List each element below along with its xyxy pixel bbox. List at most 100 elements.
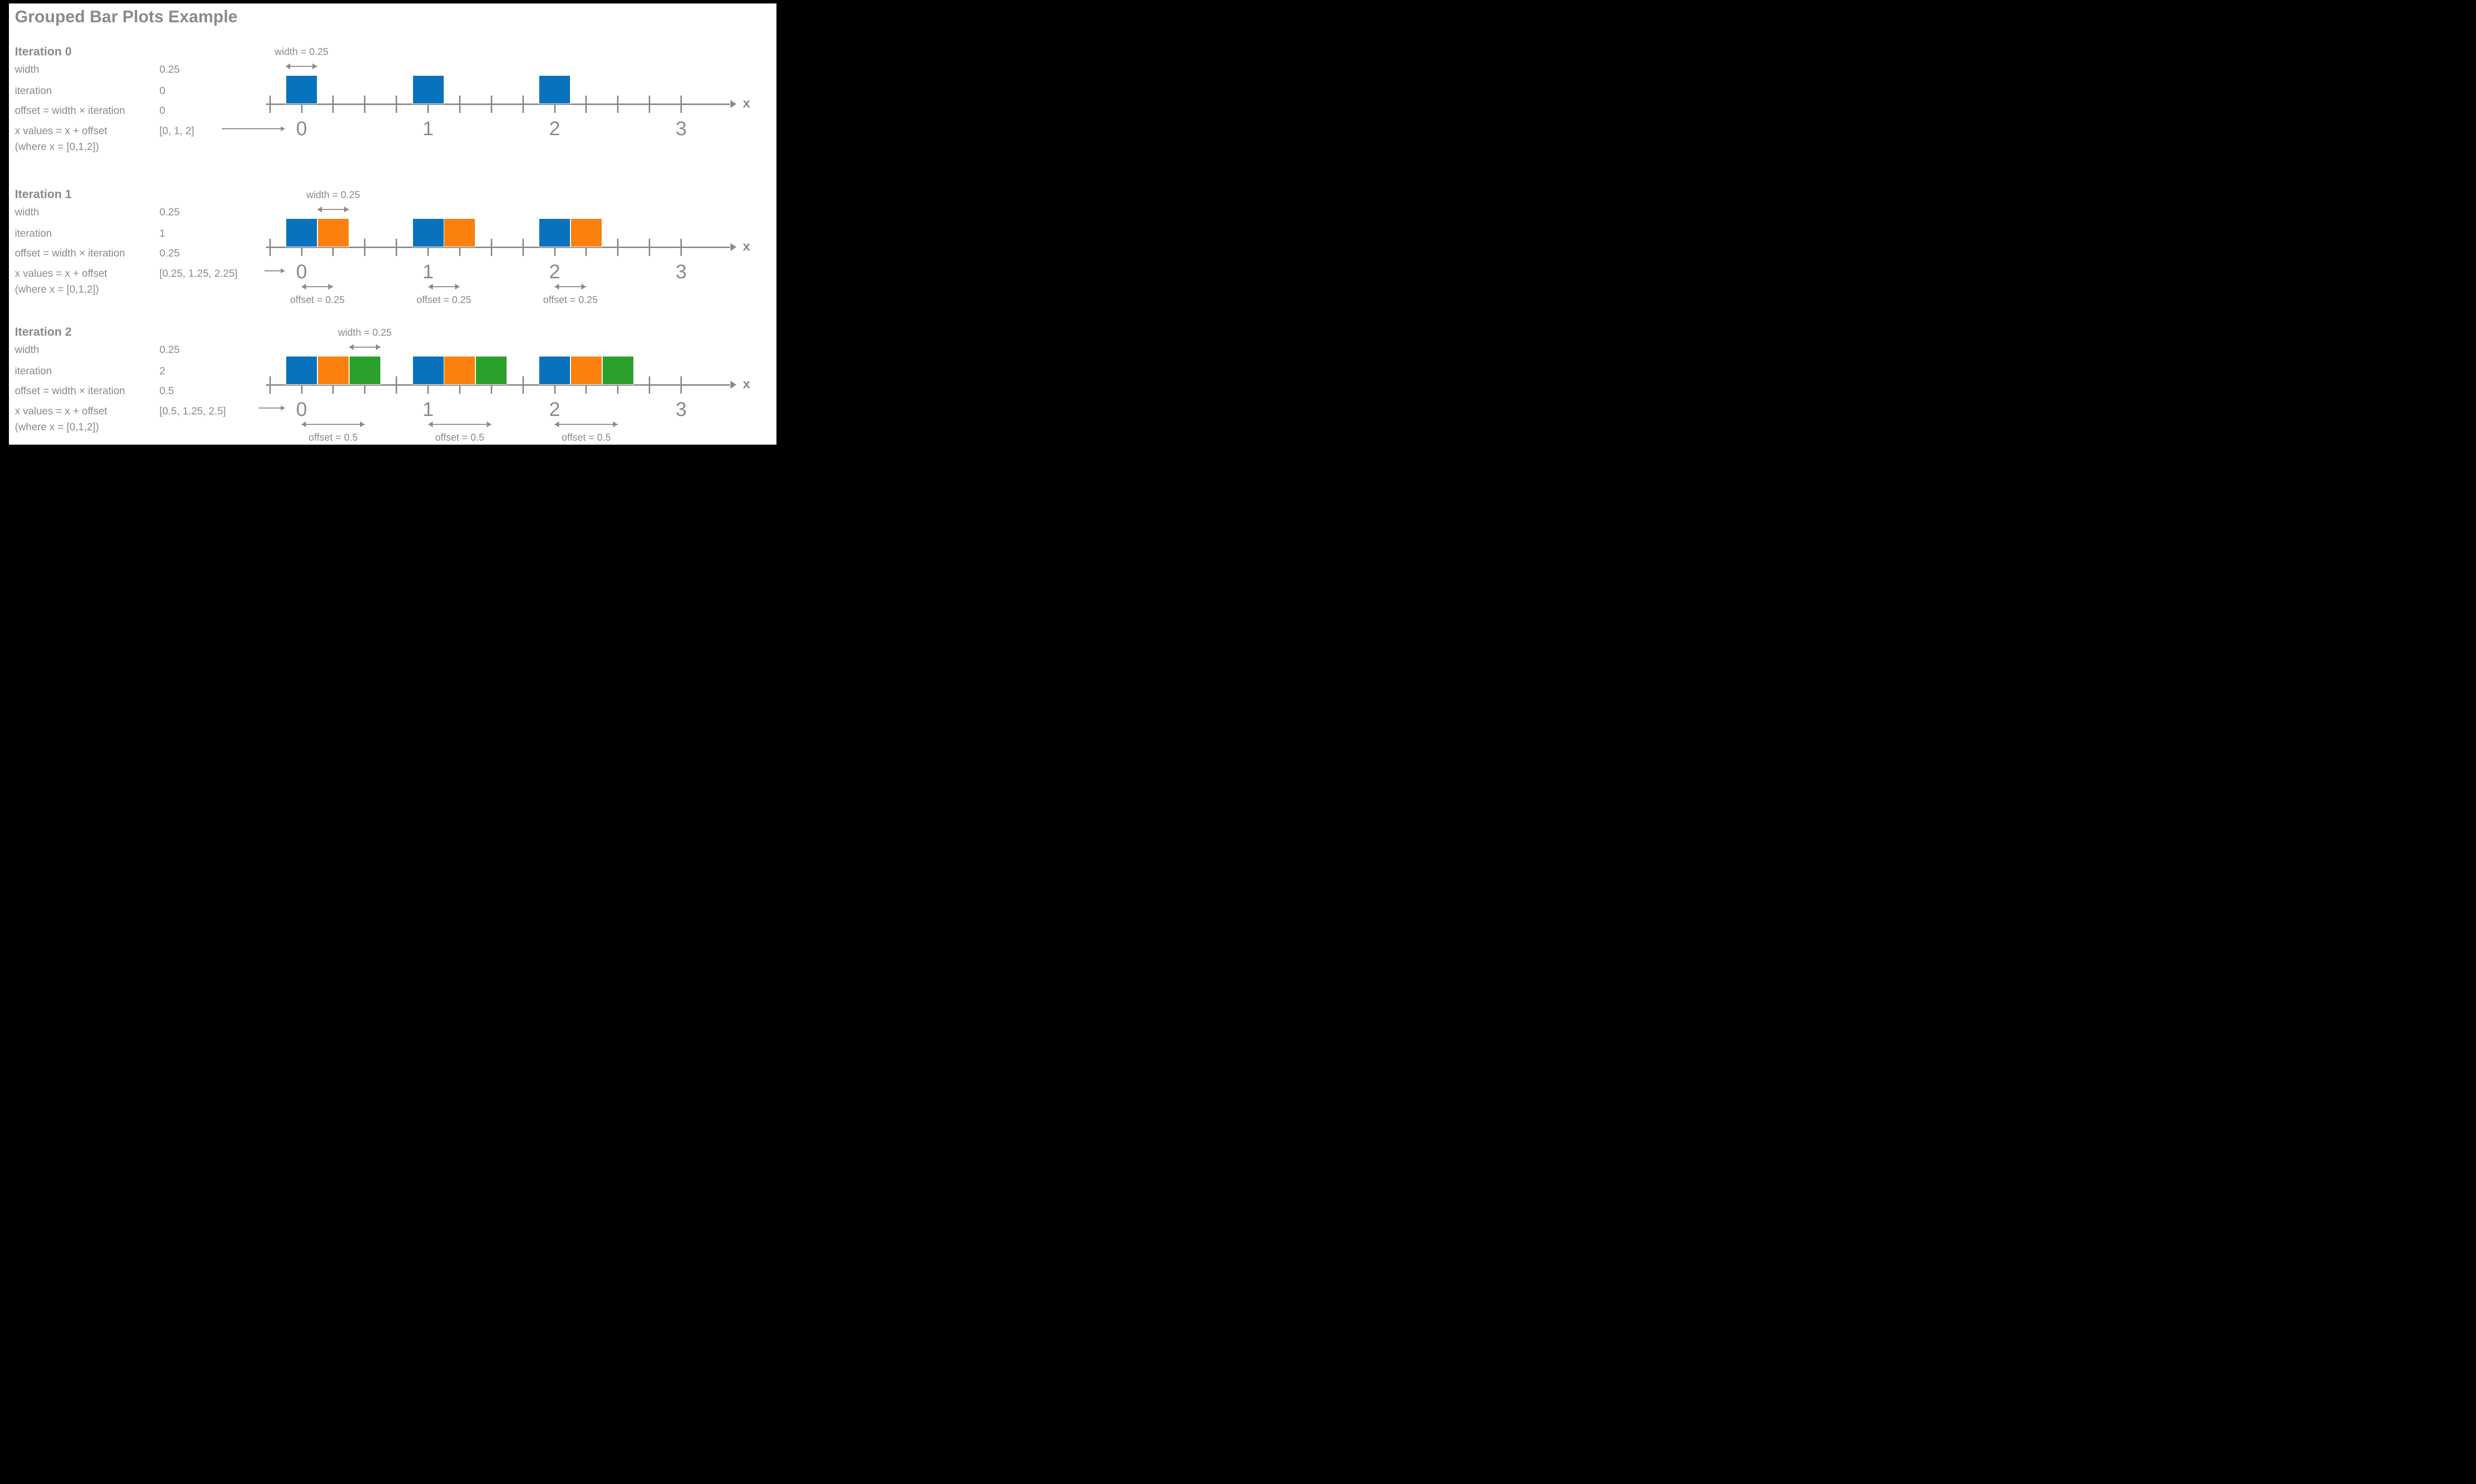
- iteration-1-offset-annotation: offset = 0.25: [543, 295, 598, 306]
- iteration-2-offset-arrow-0: [302, 424, 365, 425]
- iteration-2-tick-label: 2: [549, 399, 561, 420]
- iteration-1-bar-series-1: [444, 218, 476, 247]
- param-label-xvalues: x values = x + offset: [15, 125, 107, 137]
- where-note: (where x = [0,1,2]): [15, 141, 99, 153]
- iteration-0-tick-label: 1: [422, 118, 434, 140]
- iteration-1-offset-annotation: offset = 0.25: [290, 295, 345, 306]
- iteration-2-offset-arrow-0-head-right: [360, 421, 365, 427]
- iteration-2-bar-series-2: [602, 356, 634, 385]
- iteration-0-bar-series-0: [286, 75, 317, 104]
- iteration-2-bar-series-2: [475, 356, 508, 385]
- param-value-xvalues: [0.25, 1.25, 2.25]: [159, 268, 238, 279]
- iteration-1-x-axis: [266, 247, 730, 248]
- iteration-2-offset-annotation: offset = 0.5: [309, 432, 358, 443]
- param-label-offset: offset = width × iteration: [15, 385, 125, 397]
- param-value-offset: 0.5: [159, 385, 174, 397]
- iteration-0-x-axis-arrowhead: [730, 100, 737, 108]
- iteration-2-offset-arrow-2-head-left: [555, 421, 559, 427]
- iteration-1-offset-arrow-1-head-left: [428, 284, 433, 290]
- param-value-offset: 0: [159, 105, 165, 116]
- iteration-1-width-arrow-head-right: [344, 206, 349, 212]
- iteration-1-heading: Iteration 1: [15, 188, 72, 201]
- iteration-1-bar-series-0: [539, 218, 570, 247]
- param-value-width: 0.25: [159, 64, 180, 75]
- iteration-0-width-arrow-head-right: [312, 63, 317, 69]
- iteration-2-width-arrow: [349, 347, 381, 348]
- iteration-1-xvalues-arrow-head-right: [281, 268, 285, 273]
- iteration-2-offset-arrow-1-head-right: [486, 421, 491, 427]
- param-value-xvalues: [0, 1, 2]: [159, 125, 195, 137]
- iteration-1-offset-arrow-1-head-right: [455, 284, 460, 290]
- screenshot-frame: Grouped Bar Plots Example Iteration 0 wi…: [0, 0, 776, 447]
- iteration-2-offset-annotation: offset = 0.5: [435, 432, 484, 443]
- iteration-1-bar-series-1: [317, 218, 349, 247]
- iteration-0-heading: Iteration 0: [15, 45, 72, 58]
- iteration-1-tick-label: 0: [296, 261, 308, 283]
- iteration-2-offset-arrow-1-head-left: [428, 421, 433, 427]
- iteration-1-tick-label: 2: [549, 261, 561, 283]
- iteration-2-x-axis-label: x: [743, 376, 751, 391]
- param-label-width: width: [15, 344, 40, 356]
- iteration-2-x-axis: [266, 384, 730, 386]
- slide: Grouped Bar Plots Example Iteration 0 wi…: [9, 3, 776, 445]
- param-value-offset: 0.25: [159, 248, 180, 259]
- iteration-0-tick-label: 3: [675, 118, 687, 140]
- iteration-2-offset-arrow-1: [428, 424, 492, 425]
- param-label-xvalues: x values = x + offset: [15, 268, 107, 279]
- iteration-2-offset-annotation: offset = 0.5: [562, 432, 611, 443]
- iteration-2-width-arrow-head-left: [349, 344, 354, 350]
- iteration-1-tick-label: 1: [422, 261, 434, 283]
- iteration-1-offset-arrow-0-head-right: [328, 284, 333, 290]
- iteration-0-width-arrow: [286, 66, 317, 67]
- iteration-2-heading: Iteration 2: [15, 325, 72, 339]
- iteration-0-bar-series-0: [412, 75, 444, 104]
- iteration-1-offset-arrow-0-head-left: [302, 284, 306, 290]
- param-value-width: 0.25: [159, 344, 180, 356]
- iteration-2-offset-arrow-2-head-right: [613, 421, 618, 427]
- iteration-1-width-annotation: width = 0.25: [306, 190, 361, 201]
- param-label-xvalues: x values = x + offset: [15, 406, 107, 417]
- param-label-offset: offset = width × iteration: [15, 248, 125, 259]
- param-label-iteration: iteration: [15, 85, 52, 97]
- iteration-1-offset-arrow-2: [555, 286, 586, 287]
- page-title: Grouped Bar Plots Example: [15, 7, 238, 26]
- param-value-iteration: 2: [159, 365, 165, 377]
- iteration-2-x-axis-arrowhead: [730, 381, 737, 389]
- where-note: (where x = [0,1,2]): [15, 284, 99, 295]
- iteration-0-x-axis: [266, 103, 730, 105]
- iteration-1-width-arrow: [317, 209, 349, 210]
- iteration-2-bar-series-0: [412, 356, 444, 385]
- iteration-0-tick-label: 2: [549, 118, 561, 140]
- iteration-1-offset-arrow-0: [302, 286, 333, 287]
- iteration-2-bar-series-1: [444, 356, 476, 385]
- iteration-0-bar-series-0: [539, 75, 570, 104]
- iteration-0-x-axis-label: x: [743, 96, 751, 110]
- iteration-1-offset-arrow-1: [428, 286, 460, 287]
- iteration-0-width-annotation: width = 0.25: [274, 47, 329, 57]
- iteration-1-width-arrow-head-left: [317, 206, 322, 212]
- iteration-1-bar-series-0: [412, 218, 444, 247]
- iteration-2-bar-series-1: [317, 356, 349, 385]
- param-label-width: width: [15, 206, 40, 218]
- iteration-0-tick-label: 0: [296, 118, 308, 140]
- iteration-1-offset-annotation: offset = 0.25: [416, 295, 471, 306]
- param-label-iteration: iteration: [15, 228, 52, 239]
- param-value-xvalues: [0.5, 1.25, 2.5]: [159, 406, 226, 417]
- iteration-0-xvalues-arrow-head-right: [281, 126, 285, 131]
- iteration-0-width-arrow-head-left: [286, 63, 291, 69]
- param-value-iteration: 1: [159, 228, 165, 239]
- iteration-2-xvalues-arrow-head-right: [281, 406, 285, 410]
- param-label-offset: offset = width × iteration: [15, 105, 125, 116]
- iteration-1-x-axis-arrowhead: [730, 243, 737, 251]
- iteration-2-width-annotation: width = 0.25: [338, 327, 392, 338]
- iteration-1-offset-arrow-2-head-right: [581, 284, 586, 290]
- iteration-1-bar-series-0: [286, 218, 317, 247]
- iteration-2-bar-series-2: [349, 356, 381, 385]
- iteration-2-bar-series-1: [570, 356, 602, 385]
- param-label-iteration: iteration: [15, 365, 52, 377]
- iteration-2-tick-label: 0: [296, 399, 308, 420]
- param-value-width: 0.25: [159, 206, 180, 218]
- iteration-2-bar-series-0: [286, 356, 317, 385]
- iteration-0-xvalues-arrow: [222, 128, 285, 129]
- iteration-1-x-axis-label: x: [743, 239, 751, 254]
